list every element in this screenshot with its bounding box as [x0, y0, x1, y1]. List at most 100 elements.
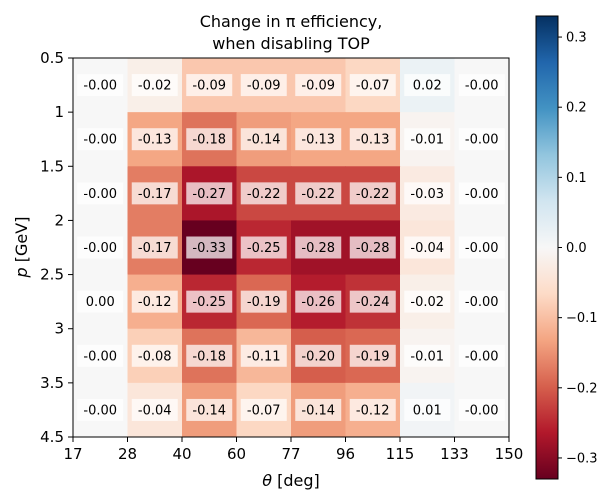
- cell-value-label-r2-c2: -0.27: [192, 187, 226, 202]
- cell-value-label-r1-c4: -0.13: [301, 133, 335, 148]
- cell-label-box-r5-c3: [240, 344, 287, 367]
- cell-value-label-r0-c1: -0.02: [138, 79, 172, 94]
- cell-label-box-r1-c7: [458, 128, 505, 151]
- cell-value-label-r4-c1: -0.12: [138, 295, 172, 310]
- x-axis-label: θ [deg]: [262, 471, 320, 490]
- cell-value-label-r6-c7: -0.00: [465, 403, 499, 418]
- cell-label-box-r2-c1: [131, 182, 178, 205]
- x-axis-label-symbol: θ: [262, 471, 272, 490]
- cell-label-box-r6-c3: [240, 398, 287, 421]
- cell-label-box-r1-c1: [131, 128, 178, 151]
- cell-label-box-r6-c1: [131, 398, 178, 421]
- cell-value-label-r1-c6: -0.01: [410, 133, 444, 148]
- cell-label-box-r6-c2: [186, 398, 233, 421]
- cell-value-label-r2-c0: -0.00: [83, 187, 117, 202]
- cell-value-label-r1-c2: -0.18: [192, 133, 226, 148]
- cell-value-label-r5-c7: -0.00: [465, 349, 499, 364]
- cell-label-box-r0-c6: [404, 74, 451, 97]
- cell-label-box-r6-c5: [349, 398, 396, 421]
- cell-label-box-r2-c7: [458, 182, 505, 205]
- cell-label-box-r2-c6: [404, 182, 451, 205]
- cell-label-box-r5-c0: [77, 344, 124, 367]
- y-tick-label-4: 2.5: [40, 266, 64, 284]
- cell-value-label-r0-c2: -0.09: [192, 79, 226, 94]
- chart-title-line-2: when disabling TOP: [212, 34, 370, 53]
- x-axis-label-unit: [deg]: [272, 471, 320, 490]
- cell-label-box-r1-c6: [404, 128, 451, 151]
- y-tick-label-0: 0.5: [40, 49, 64, 67]
- colorbar-tick-label-1: 0.2: [566, 101, 587, 116]
- y-axis-ticks: 0.5 1 1.5 2 2.5 3 3.5 4.5: [40, 49, 73, 446]
- y-tick-label-6: 3.5: [40, 374, 64, 392]
- cell-label-box-r5-c5: [349, 344, 396, 367]
- cell-label-box-r4-c2: [186, 290, 233, 313]
- chart-title-line-1: Change in π efficiency,: [200, 12, 383, 31]
- cell-label-box-r4-c3: [240, 290, 287, 313]
- cell-value-label-r0-c6: 0.02: [413, 79, 442, 94]
- cell-value-label-r5-c5: -0.19: [356, 349, 390, 364]
- x-tick-label-3: 60: [227, 445, 246, 463]
- cell-label-box-r0-c7: [458, 74, 505, 97]
- cell-value-label-r2-c1: -0.17: [138, 187, 172, 202]
- cell-label-box-r0-c0: [77, 74, 124, 97]
- x-axis-ticks: 17 28 40 60 77 96 115 133 150: [63, 437, 523, 463]
- x-tick-label-7: 133: [440, 445, 469, 463]
- cell-label-box-r1-c0: [77, 128, 124, 151]
- cell-value-label-r6-c3: -0.07: [247, 403, 281, 418]
- cell-value-label-r3-c1: -0.17: [138, 241, 172, 256]
- y-tick-label-2: 1.5: [40, 157, 64, 175]
- cell-label-box-r2-c0: [77, 182, 124, 205]
- heatmap-cell-labels: -0.00 -0.02 -0.09 -0.09 -0.09 -0.07 0.02 -0.00 -…: [77, 74, 505, 421]
- cell-label-box-r1-c3: [240, 128, 287, 151]
- y-axis-label: p [GeV]: [12, 217, 31, 279]
- cell-label-box-r6-c0: [77, 398, 124, 421]
- cell-value-label-r6-c5: -0.12: [356, 403, 390, 418]
- cell-label-box-r5-c1: [131, 344, 178, 367]
- cell-label-box-r1-c4: [295, 128, 342, 151]
- cell-label-box-r5-c4: [295, 344, 342, 367]
- cell-value-label-r2-c5: -0.22: [356, 187, 390, 202]
- cell-value-label-r4-c0: 0.00: [86, 295, 115, 310]
- cell-value-label-r1-c7: -0.00: [465, 133, 499, 148]
- cell-label-box-r0-c3: [240, 74, 287, 97]
- cell-value-label-r0-c0: -0.00: [83, 79, 117, 94]
- cell-label-box-r1-c5: [349, 128, 396, 151]
- cell-label-box-r4-c1: [131, 290, 178, 313]
- cell-value-label-r3-c4: -0.28: [301, 241, 335, 256]
- cell-value-label-r0-c3: -0.09: [247, 79, 281, 94]
- cell-label-box-r4-c6: [404, 290, 451, 313]
- cell-value-label-r2-c3: -0.22: [247, 187, 281, 202]
- cell-label-box-r4-c0: [77, 290, 124, 313]
- cell-label-box-r2-c4: [295, 182, 342, 205]
- x-tick-label-4: 77: [281, 445, 300, 463]
- cell-label-box-r6-c7: [458, 398, 505, 421]
- colorbar-tick-label-4: −0.1: [566, 311, 598, 326]
- cell-value-label-r6-c4: -0.14: [301, 403, 335, 418]
- colorbar-tick-label-5: −0.2: [566, 381, 598, 396]
- colorbar-tick-label-2: 0.1: [566, 171, 587, 186]
- colorbar-ticks: 0.3 0.2 0.1 0.0 −0.1 −0.2 −0.3: [558, 31, 598, 466]
- colorbar-tick-label-6: −0.3: [566, 451, 598, 466]
- cell-label-box-r0-c4: [295, 74, 342, 97]
- cell-value-label-r4-c5: -0.24: [356, 295, 390, 310]
- cell-label-box-r6-c4: [295, 398, 342, 421]
- cell-value-label-r6-c2: -0.14: [192, 403, 226, 418]
- colorbar: [535, 15, 559, 480]
- cell-value-label-r4-c4: -0.26: [301, 295, 335, 310]
- cell-label-box-r5-c7: [458, 344, 505, 367]
- y-tick-label-7: 4.5: [40, 428, 64, 446]
- cell-label-box-r0-c2: [186, 74, 233, 97]
- x-tick-label-5: 96: [336, 445, 355, 463]
- cell-value-label-r1-c5: -0.13: [356, 133, 390, 148]
- cell-label-box-r4-c4: [295, 290, 342, 313]
- x-tick-label-2: 40: [172, 445, 191, 463]
- cell-label-box-r3-c6: [404, 236, 451, 259]
- cell-value-label-r3-c5: -0.28: [356, 241, 390, 256]
- y-tick-label-5: 3: [54, 320, 64, 338]
- cell-value-label-r0-c4: -0.09: [301, 79, 335, 94]
- cell-value-label-r5-c0: -0.00: [83, 349, 117, 364]
- y-tick-label-3: 2: [54, 211, 64, 229]
- cell-label-box-r4-c5: [349, 290, 396, 313]
- cell-label-box-r2-c2: [186, 182, 233, 205]
- cell-value-label-r2-c4: -0.22: [301, 187, 335, 202]
